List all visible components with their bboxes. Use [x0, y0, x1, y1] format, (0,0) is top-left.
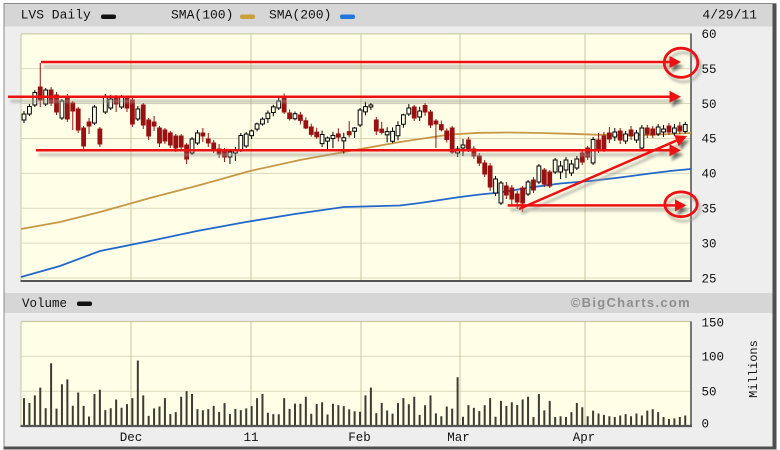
svg-text:LVS Daily: LVS Daily	[21, 8, 91, 23]
svg-text:©BigCharts.com: ©BigCharts.com	[571, 295, 691, 310]
svg-text:30: 30	[702, 237, 717, 251]
svg-text:100: 100	[702, 351, 725, 365]
svg-text:Feb: Feb	[348, 431, 371, 445]
svg-text:55: 55	[702, 63, 717, 77]
svg-text:Mar: Mar	[447, 431, 470, 445]
svg-text:Volume: Volume	[22, 297, 67, 311]
svg-text:40: 40	[702, 168, 717, 182]
svg-text:45: 45	[702, 133, 717, 147]
svg-text:Dec: Dec	[120, 431, 143, 445]
svg-text:60: 60	[702, 28, 717, 42]
svg-text:35: 35	[702, 203, 717, 217]
svg-text:4/29/11: 4/29/11	[702, 8, 757, 23]
svg-text:SMA(100): SMA(100)	[171, 8, 233, 23]
svg-text:SMA(200): SMA(200)	[269, 8, 331, 23]
svg-text:50: 50	[702, 386, 717, 400]
svg-text:150: 150	[702, 317, 725, 331]
svg-text:0: 0	[702, 417, 710, 431]
svg-text:11: 11	[243, 431, 258, 445]
svg-text:Millions: Millions	[747, 340, 761, 398]
svg-text:25: 25	[702, 272, 717, 286]
svg-text:50: 50	[702, 98, 717, 112]
svg-text:Apr: Apr	[573, 431, 596, 445]
